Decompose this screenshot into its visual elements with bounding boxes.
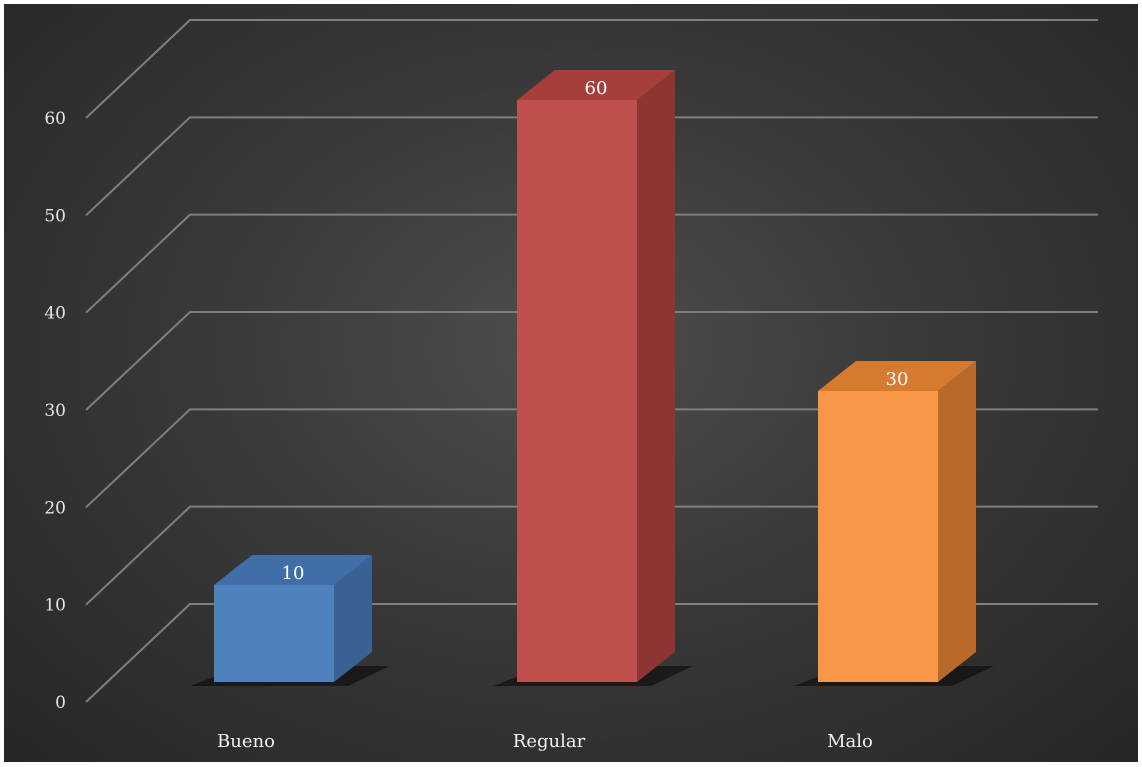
- bar-front-face: [517, 100, 637, 682]
- gridlines: [85, 19, 1098, 703]
- y-tick-label: 0: [55, 693, 66, 713]
- gridline: [85, 213, 1098, 314]
- gridline: [85, 19, 1098, 119]
- bar-top-face: [517, 70, 675, 100]
- gridline: [85, 408, 1098, 509]
- bar-side-face: [637, 70, 675, 682]
- y-tick-label: 10: [44, 596, 66, 616]
- bar-chart-3d: 0 10 20 30 40 50 60 10 60 30 Bueno Regular Malo: [44, 19, 1098, 752]
- bar-top-face: [818, 361, 976, 391]
- bar-top-face: [214, 555, 372, 585]
- x-category-label: Regular: [513, 731, 586, 752]
- y-tick-label: 20: [44, 498, 66, 518]
- bar-front-face: [214, 585, 334, 682]
- data-label: 10: [282, 563, 305, 584]
- bar-regular: 60: [493, 70, 693, 686]
- gridline: [85, 311, 1098, 411]
- bar-bueno: 10: [190, 555, 390, 686]
- bars: 10 60 30: [190, 70, 994, 686]
- y-tick-label: 50: [44, 206, 66, 226]
- bar-side-face: [938, 361, 976, 682]
- chart-area: 0 10 20 30 40 50 60 10 60 30 Bueno Regular Malo: [4, 4, 1138, 762]
- gridline: [85, 116, 1098, 217]
- bar-malo: 30: [794, 361, 994, 686]
- x-axis-categories: Bueno Regular Malo: [217, 731, 873, 752]
- data-label: 30: [886, 369, 909, 390]
- bar-front-face: [818, 391, 938, 682]
- x-category-label: Malo: [827, 731, 873, 752]
- y-tick-label: 30: [44, 401, 66, 421]
- x-category-label: Bueno: [217, 731, 275, 752]
- gridline: [85, 603, 1098, 703]
- data-label: 60: [585, 78, 608, 99]
- y-tick-label: 60: [44, 109, 66, 129]
- y-axis-ticks: 0 10 20 30 40 50 60: [44, 109, 66, 713]
- y-tick-label: 40: [44, 304, 66, 324]
- gridline: [85, 505, 1098, 606]
- bar-side-face: [334, 555, 372, 682]
